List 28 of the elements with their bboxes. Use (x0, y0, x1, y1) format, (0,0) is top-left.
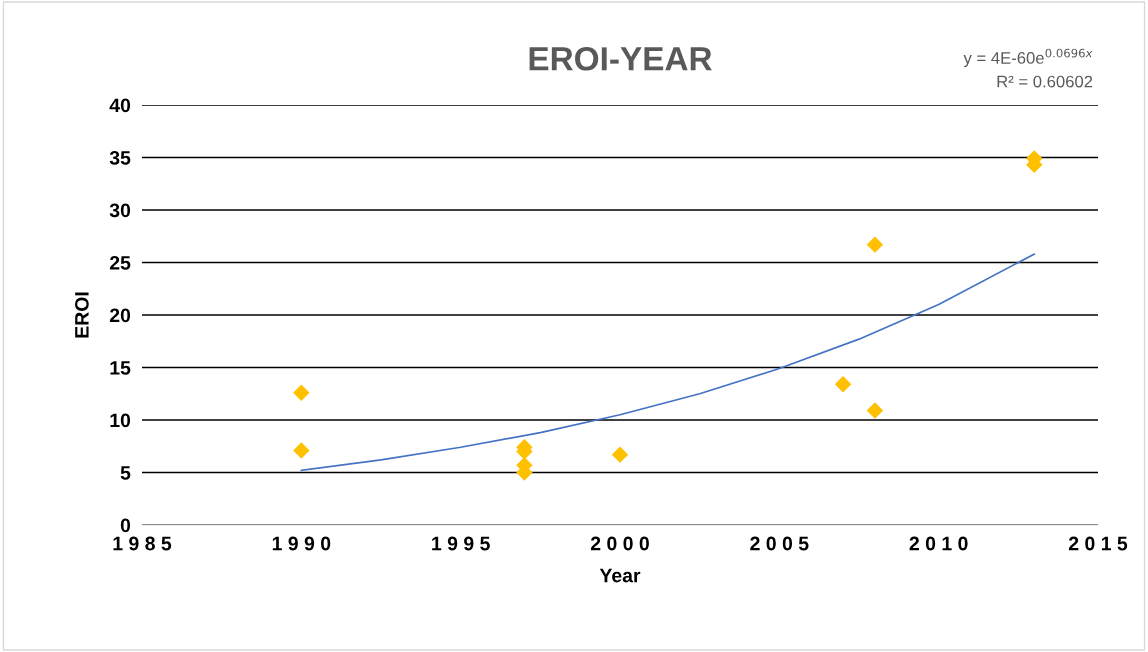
x-tick-label: 1 9 9 5 (432, 536, 490, 551)
y-tick-label: 30 (109, 203, 131, 218)
y-tick-label: 15 (110, 361, 131, 375)
x-tick-label: 1 9 8 5 (113, 536, 172, 551)
y-tick-label: 20 (109, 308, 131, 323)
x-tick-label: 2 0 0 5 (750, 536, 809, 551)
y-tick-label: 5 (120, 466, 131, 480)
y-tick-label: 10 (110, 413, 131, 428)
point (293, 442, 310, 459)
y-tick-label: 25 (109, 255, 131, 270)
y-tick-label: 35 (109, 150, 131, 165)
point (866, 236, 884, 253)
point (866, 402, 884, 419)
x-tick-label: 2 0 1 0 (909, 536, 968, 551)
y-axis-title: EROI (74, 292, 89, 338)
point (834, 376, 852, 393)
point (611, 446, 629, 463)
y-tick-label: 0 (120, 518, 131, 533)
text: y = 4E-60e$^{0.0696x}$ (963, 48, 1093, 68)
line-series (300, 253, 1036, 472)
point (293, 384, 310, 401)
x-tick-label: 2 0 1 5 (1068, 536, 1128, 551)
x-tick-label: 2 0 0 0 (590, 536, 649, 551)
x-tick-label: 1 9 9 0 (272, 536, 331, 551)
y-tick-label: 40 (109, 98, 131, 113)
x-axis-title: Year (599, 568, 641, 583)
text: R² = 0.60602 (997, 75, 1093, 88)
chart-title: EROI-YEAR (529, 47, 712, 71)
